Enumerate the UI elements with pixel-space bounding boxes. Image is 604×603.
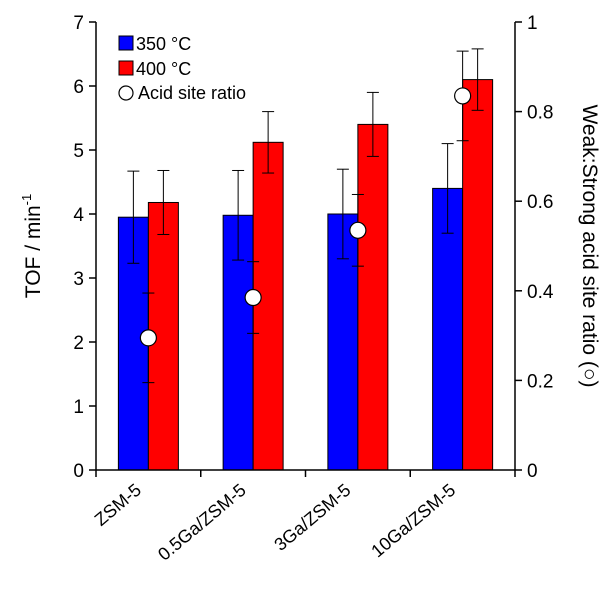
errbar-400-1 (262, 111, 275, 174)
error-bars-layer (127, 48, 484, 384)
y-tick-label-3: 3 (73, 269, 84, 290)
legend-label-400: 400 °C (136, 59, 191, 79)
y-tick-label-7: 7 (73, 13, 84, 34)
errbar-400-3 (471, 48, 484, 111)
y-tick-label-1: 1 (73, 397, 84, 418)
y-tick-label-6: 6 (73, 77, 84, 98)
y-axis-title: TOF / min-1 (19, 194, 45, 299)
right-ticks: 0 0.2 0.4 0.6 0.8 1 (515, 13, 554, 482)
category-label-0: ZSM-5 (91, 480, 145, 530)
errbar-350-1 (232, 169, 245, 261)
acid-ratio-point-2 (349, 221, 367, 239)
y-tick-label-5: 5 (73, 141, 84, 162)
legend-label-350: 350 °C (136, 34, 191, 54)
acid-ratio-point-1 (244, 288, 262, 307)
y2-tick-label-1: 0.2 (527, 371, 553, 392)
acid-ratio-point-3 (454, 87, 472, 105)
y2-tick-label-4: 0.8 (527, 103, 553, 124)
errbar-400-0 (157, 169, 170, 235)
y2-tick-label-2: 0.4 (527, 282, 554, 303)
category-label-1: 0.5Ga/ZSM-5 (154, 480, 250, 565)
y-tick-label-2: 2 (73, 333, 84, 354)
left-ticks: 0 1 2 3 4 5 6 7 (73, 13, 96, 482)
category-label-3: 10Ga/ZSM-5 (367, 480, 459, 562)
bar-400-3 (462, 79, 494, 471)
y2-tick-label-3: 0.6 (527, 192, 553, 213)
y2-axis-title: Weak:Strong acid site ratio (○) (578, 104, 601, 387)
bar-400-1 (252, 141, 284, 471)
legend-marker-acid (118, 85, 134, 101)
errbar-350-2 (336, 168, 349, 260)
acid-ratio-point-0 (139, 329, 157, 347)
x-ticks (95, 470, 516, 477)
bars-layer (117, 79, 494, 471)
legend: 350 °C 400 °C Acid site ratio (118, 34, 246, 103)
y-tick-label-0: 0 (73, 461, 84, 482)
category-labels: ZSM-5 0.5Ga/ZSM-5 3Ga/ZSM-5 10Ga/ZSM-5 (91, 480, 459, 565)
errbar-400-2 (366, 91, 379, 157)
legend-label-acid: Acid site ratio (138, 83, 246, 103)
y2-tick-label-0: 0 (527, 461, 538, 482)
errbar-350-3 (441, 143, 454, 234)
legend-swatch-350 (118, 35, 134, 51)
legend-swatch-400 (118, 60, 134, 76)
points-layer (139, 87, 472, 347)
y-tick-label-4: 4 (73, 205, 84, 226)
errbar-350-0 (127, 170, 140, 264)
bar-400-2 (357, 123, 389, 471)
category-label-2: 3Ga/ZSM-5 (270, 480, 354, 555)
y2-tick-label-5: 1 (527, 13, 538, 34)
